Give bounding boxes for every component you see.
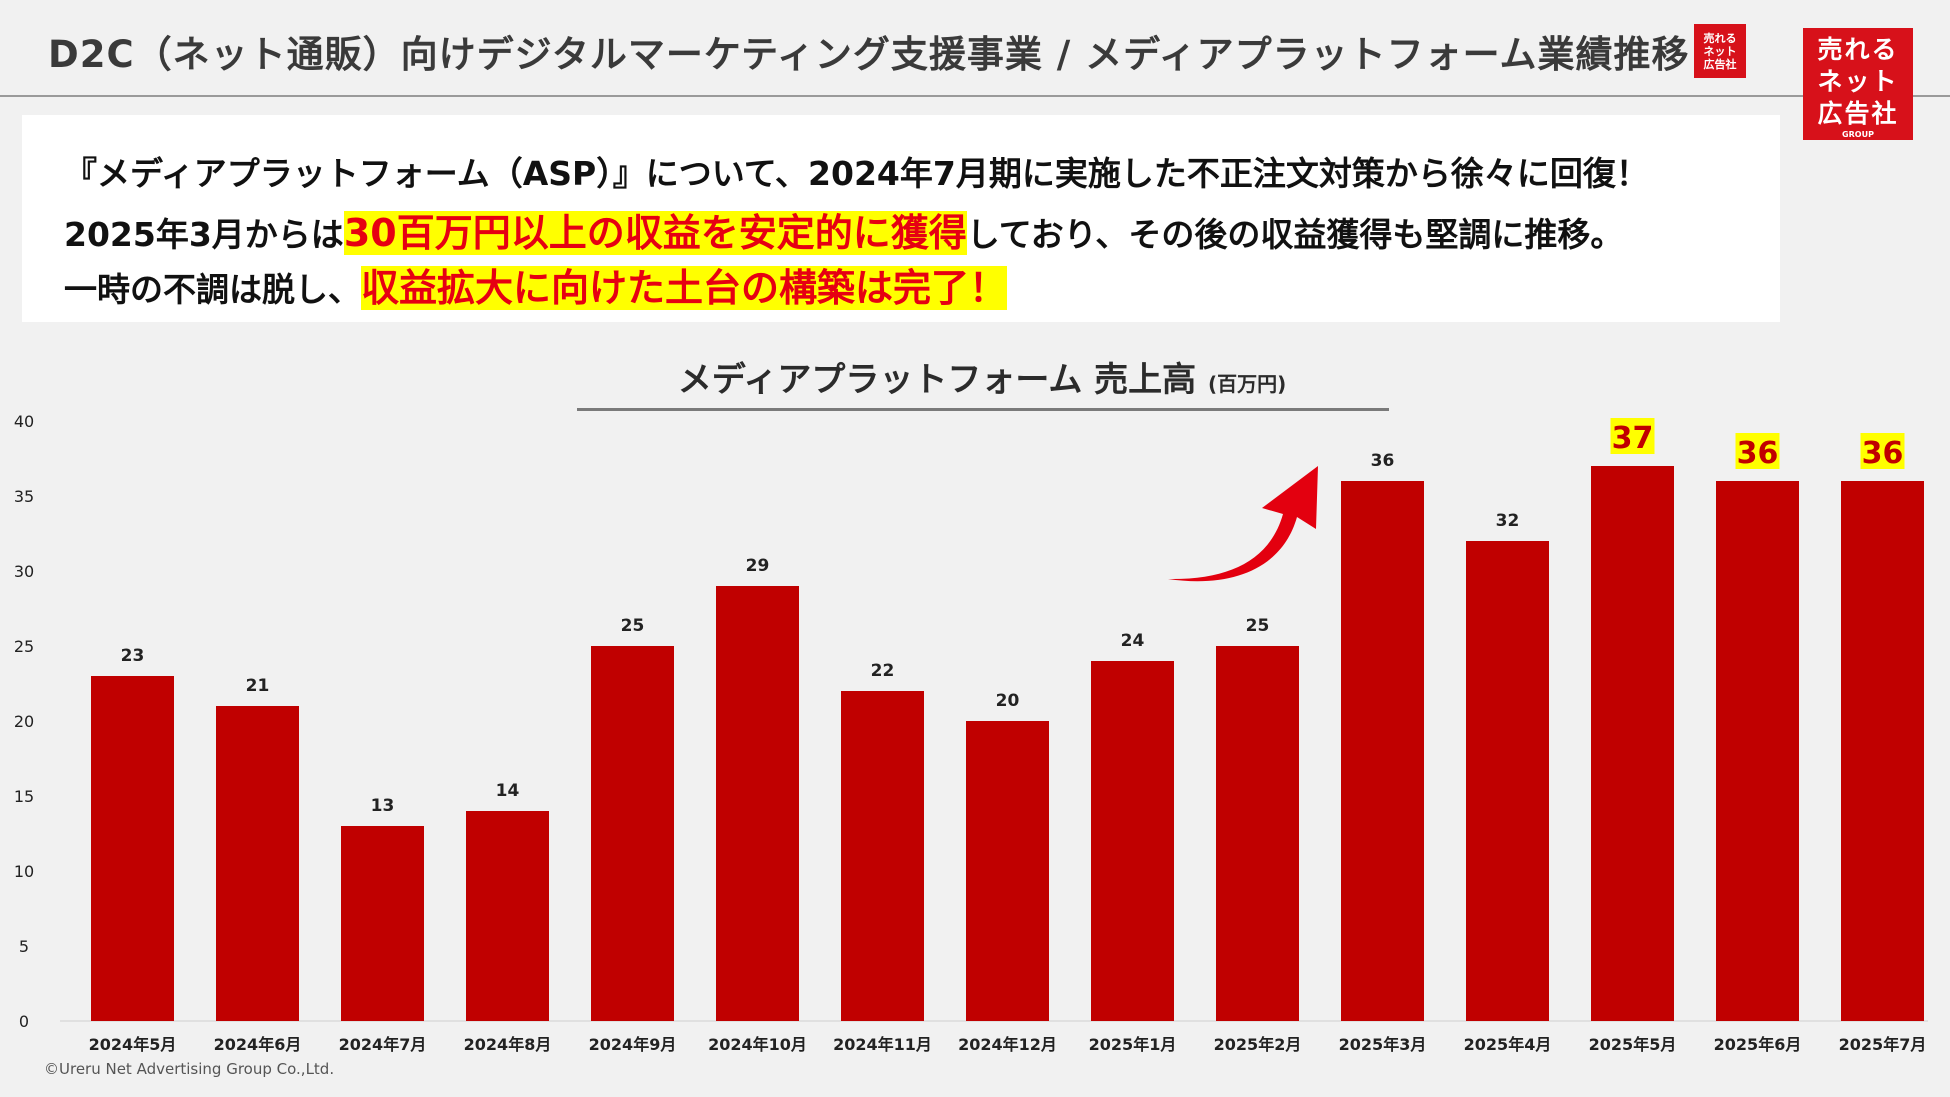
message-line-3-pre: 一時の不調は脱し、 xyxy=(64,270,361,309)
data-label: 22 xyxy=(871,661,895,681)
bar xyxy=(716,586,799,1021)
bar xyxy=(966,721,1049,1021)
logo-big-line-4: GROUP xyxy=(1842,130,1874,139)
chart-title: メディアプラットフォーム 売上高 (百万円) xyxy=(577,352,1387,401)
x-tick-label: 2024年12月 xyxy=(958,1035,1057,1054)
x-tick-label: 2024年9月 xyxy=(589,1035,677,1054)
message-line-2-pre: 2025年3月からは xyxy=(64,215,344,254)
y-tick-label: 15 xyxy=(14,787,34,806)
data-label: 32 xyxy=(1496,511,1520,531)
data-label: 24 xyxy=(1121,631,1145,651)
x-tick-label: 2024年10月 xyxy=(708,1035,807,1054)
y-tick-label: 10 xyxy=(14,862,34,881)
bar xyxy=(1466,541,1549,1021)
data-label: 36 xyxy=(1737,436,1779,471)
bar xyxy=(91,676,174,1021)
data-label: 14 xyxy=(496,781,520,801)
data-label: 21 xyxy=(246,676,270,696)
copyright-text: ©Ureru Net Advertising Group Co.,Ltd. xyxy=(44,1060,335,1078)
message-line-3-highlight: 収益拡大に向けた土台の構築は完了！ xyxy=(361,266,1008,310)
company-logo-group: 売れる ネット 広告社 GROUP xyxy=(1803,28,1913,140)
bar xyxy=(1216,646,1299,1021)
bar xyxy=(216,706,299,1021)
x-tick-label: 2025年6月 xyxy=(1714,1035,1802,1054)
page-title: D2C（ネット通販）向けデジタルマーケティング支援事業 / メディアプラットフォ… xyxy=(48,33,1690,76)
x-tick-label: 2024年7月 xyxy=(339,1035,427,1054)
bar xyxy=(1091,661,1174,1021)
x-tick-label: 2024年6月 xyxy=(214,1035,302,1054)
x-tick-label: 2024年8月 xyxy=(464,1035,552,1054)
y-tick-label: 40 xyxy=(14,412,34,431)
y-tick-label: 20 xyxy=(14,712,34,731)
logo-small-line-2: ネット xyxy=(1703,44,1737,58)
chart-title-underline xyxy=(577,408,1389,411)
bar xyxy=(466,811,549,1021)
chart-title-main: メディアプラットフォーム 売上高 xyxy=(677,360,1197,400)
message-line-2-post: しており、その後の収益獲得も堅調に推移。 xyxy=(966,215,1624,254)
bar xyxy=(1716,481,1799,1021)
message-line-3: 一時の不調は脱し、収益拡大に向けた土台の構築は完了！ xyxy=(64,257,1008,312)
logo-big-line-1: 売れる xyxy=(1817,35,1899,64)
x-tick-label: 2025年5月 xyxy=(1589,1035,1677,1054)
data-label: 29 xyxy=(746,556,770,576)
bar xyxy=(341,826,424,1021)
data-label: 36 xyxy=(1371,451,1395,471)
bar xyxy=(841,691,924,1021)
y-tick-label: 25 xyxy=(14,637,34,656)
data-label: 20 xyxy=(996,691,1020,711)
trend-arrow xyxy=(1168,466,1318,582)
x-tick-label: 2025年3月 xyxy=(1339,1035,1427,1054)
x-tick-label: 2024年11月 xyxy=(833,1035,932,1054)
bar xyxy=(1841,481,1924,1021)
x-tick-label: 2025年1月 xyxy=(1089,1035,1177,1054)
x-tick-label: 2024年5月 xyxy=(89,1035,177,1054)
x-tick-label: 2025年4月 xyxy=(1464,1035,1552,1054)
x-tick-label: 2025年2月 xyxy=(1214,1035,1302,1054)
logo-small-line-1: 売れる xyxy=(1703,31,1737,45)
bar xyxy=(1591,466,1674,1021)
data-label-highlight xyxy=(1735,433,1780,469)
data-label: 13 xyxy=(371,796,395,816)
logo-big-line-3: 広告社 xyxy=(1817,99,1899,128)
data-label-highlight xyxy=(1860,433,1905,469)
data-label: 36 xyxy=(1862,436,1904,471)
chart-title-unit: (百万円) xyxy=(1208,372,1287,396)
header-divider xyxy=(0,95,1950,97)
message-line-1: 『メディアプラットフォーム（ASP）』について、2024年7月期に実施した不正注… xyxy=(64,154,1649,193)
y-tick-label: 30 xyxy=(14,562,34,581)
message-line-2-highlight: 30百万円以上の収益を安定的に獲得 xyxy=(343,211,967,255)
data-label-highlight xyxy=(1610,418,1655,454)
data-label: 23 xyxy=(121,646,145,666)
y-tick-label: 35 xyxy=(14,487,34,506)
y-tick-label: 0 xyxy=(19,1012,29,1031)
data-label: 37 xyxy=(1612,421,1654,456)
logo-big-line-2: ネット xyxy=(1817,67,1899,96)
data-label: 25 xyxy=(621,616,645,636)
message-line-2: 2025年3月からは30百万円以上の収益を安定的に獲得しており、その後の収益獲得… xyxy=(64,202,1623,257)
data-label: 25 xyxy=(1246,616,1270,636)
x-tick-label: 2025年7月 xyxy=(1839,1035,1927,1054)
bar xyxy=(591,646,674,1021)
message-box: 『メディアプラットフォーム（ASP）』について、2024年7月期に実施した不正注… xyxy=(22,115,1780,322)
bar xyxy=(1341,481,1424,1021)
company-logo-small: 売れる ネット 広告社 xyxy=(1694,24,1746,78)
logo-small-line-3: 広告社 xyxy=(1703,57,1737,71)
y-tick-label: 5 xyxy=(19,937,29,956)
